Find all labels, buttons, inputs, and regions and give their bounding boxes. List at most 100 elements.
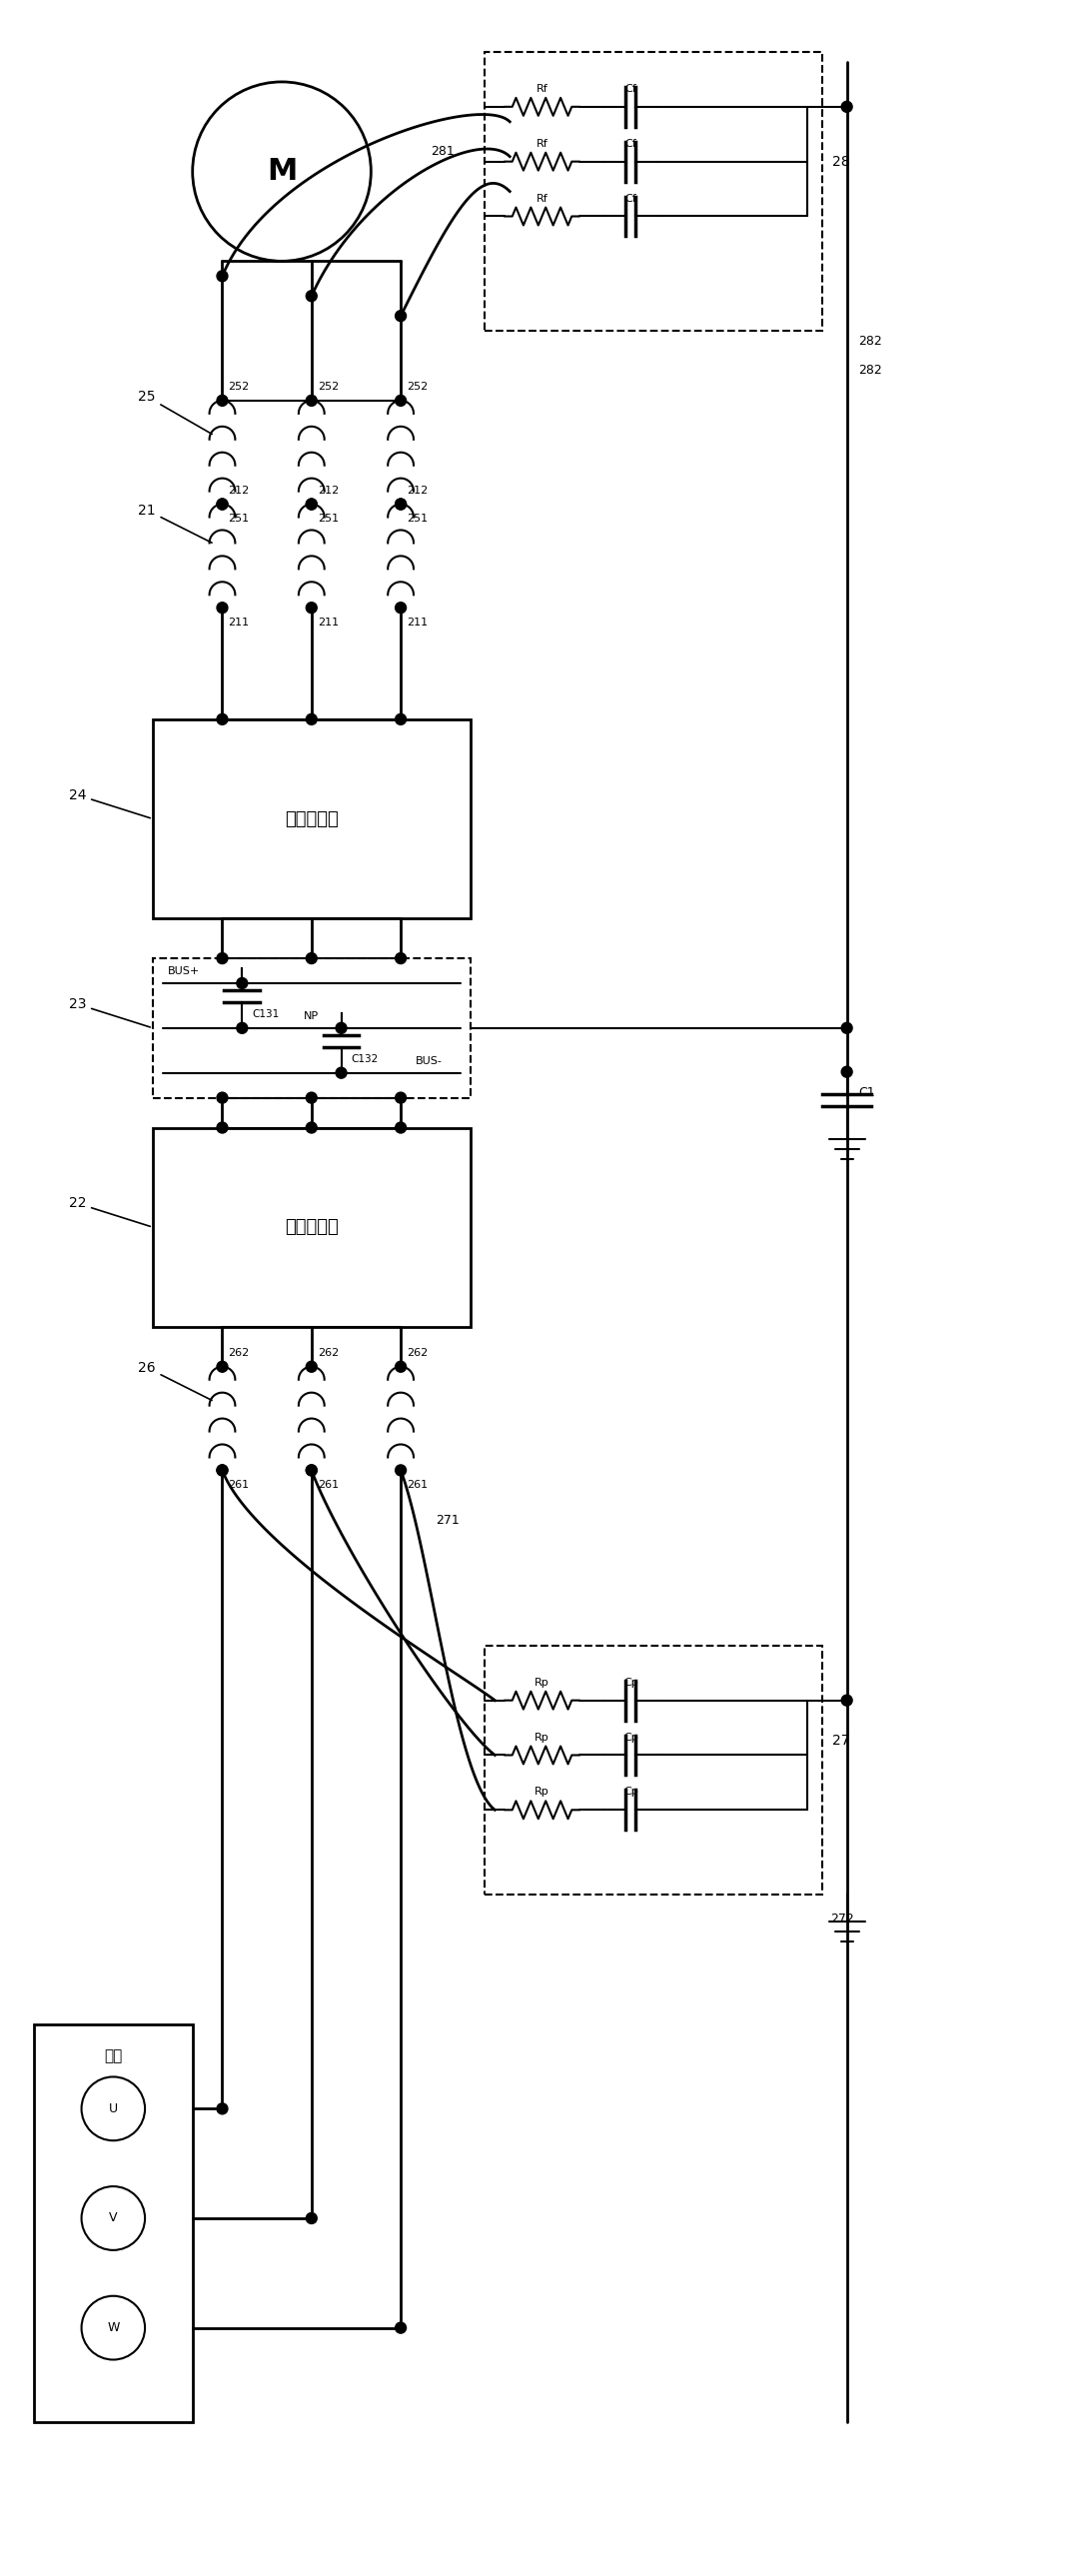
Circle shape <box>396 312 406 322</box>
Circle shape <box>217 2102 228 2115</box>
Text: Rf: Rf <box>537 139 547 149</box>
Circle shape <box>217 603 228 613</box>
Text: 262: 262 <box>406 1347 428 1358</box>
Text: 电网: 电网 <box>104 2048 122 2063</box>
Text: 282: 282 <box>859 335 882 348</box>
Circle shape <box>306 1092 317 1103</box>
Text: 22: 22 <box>68 1195 151 1226</box>
Text: 26: 26 <box>138 1360 211 1401</box>
Circle shape <box>306 500 317 510</box>
Text: 261: 261 <box>318 1481 338 1489</box>
Bar <box>485 52 822 330</box>
Bar <box>485 1646 822 1893</box>
Text: 252: 252 <box>318 381 338 392</box>
Bar <box>153 1128 470 1327</box>
Circle shape <box>217 394 228 407</box>
Circle shape <box>217 953 228 963</box>
Text: Cp: Cp <box>623 1677 638 1687</box>
Circle shape <box>396 603 406 613</box>
Circle shape <box>217 1092 228 1103</box>
Text: W: W <box>107 2321 119 2334</box>
Text: Rf: Rf <box>537 193 547 204</box>
Text: 212: 212 <box>406 484 428 495</box>
Text: 252: 252 <box>406 381 428 392</box>
Circle shape <box>306 500 317 510</box>
Circle shape <box>306 2213 317 2223</box>
Text: 机侧变换器: 机侧变换器 <box>285 809 338 827</box>
Text: Cf: Cf <box>624 193 636 204</box>
Text: 271: 271 <box>436 1515 460 1528</box>
Text: Rf: Rf <box>537 85 547 93</box>
Text: 211: 211 <box>406 618 428 629</box>
Circle shape <box>217 500 228 510</box>
Circle shape <box>306 603 317 613</box>
Circle shape <box>396 714 406 724</box>
Circle shape <box>306 1466 317 1476</box>
Bar <box>153 719 470 920</box>
Circle shape <box>217 1360 228 1373</box>
Bar <box>153 958 470 1097</box>
Text: 261: 261 <box>406 1481 428 1489</box>
Circle shape <box>236 1023 247 1033</box>
Circle shape <box>396 1466 406 1476</box>
Text: 24: 24 <box>68 788 151 819</box>
Text: 251: 251 <box>318 515 338 523</box>
Text: C131: C131 <box>251 1010 280 1020</box>
Text: 251: 251 <box>229 515 249 523</box>
Circle shape <box>396 953 406 963</box>
Circle shape <box>217 500 228 510</box>
Circle shape <box>841 100 852 113</box>
Text: Cp: Cp <box>623 1788 638 1798</box>
Circle shape <box>841 1066 852 1077</box>
Circle shape <box>336 1023 347 1033</box>
Text: Cf: Cf <box>624 139 636 149</box>
Text: Rp: Rp <box>534 1788 550 1798</box>
Circle shape <box>306 1360 317 1373</box>
Circle shape <box>217 1466 228 1476</box>
Text: U: U <box>108 2102 118 2115</box>
Text: V: V <box>109 2213 117 2226</box>
Text: Cp: Cp <box>623 1731 638 1741</box>
Bar <box>34 2025 193 2421</box>
Text: 282: 282 <box>859 363 882 376</box>
Circle shape <box>236 979 247 989</box>
Text: 212: 212 <box>318 484 338 495</box>
Circle shape <box>396 500 406 510</box>
Circle shape <box>841 1023 852 1033</box>
Text: 212: 212 <box>229 484 249 495</box>
Text: Cf: Cf <box>624 85 636 93</box>
Text: 网侧变换器: 网侧变换器 <box>285 1218 338 1236</box>
Circle shape <box>396 1360 406 1373</box>
Circle shape <box>306 953 317 963</box>
Text: 281: 281 <box>430 144 454 157</box>
Text: 272: 272 <box>830 1914 854 1927</box>
Circle shape <box>306 1123 317 1133</box>
Circle shape <box>396 394 406 407</box>
Text: 27: 27 <box>833 1734 850 1747</box>
Text: 262: 262 <box>318 1347 338 1358</box>
Circle shape <box>336 1066 347 1079</box>
Circle shape <box>396 500 406 510</box>
Text: 211: 211 <box>318 618 338 629</box>
Circle shape <box>306 714 317 724</box>
Text: 25: 25 <box>138 389 212 433</box>
Text: 252: 252 <box>229 381 249 392</box>
Text: 261: 261 <box>229 1481 249 1489</box>
Circle shape <box>396 1092 406 1103</box>
Circle shape <box>841 1695 852 1705</box>
Circle shape <box>217 270 228 281</box>
Circle shape <box>306 1466 317 1476</box>
Text: 28: 28 <box>833 155 850 167</box>
Text: 21: 21 <box>138 502 211 544</box>
Text: 262: 262 <box>229 1347 249 1358</box>
Text: BUS-: BUS- <box>415 1056 442 1066</box>
Text: 251: 251 <box>406 515 428 523</box>
Text: NP: NP <box>304 1012 319 1020</box>
Circle shape <box>217 1466 228 1476</box>
Text: M: M <box>267 157 297 185</box>
Text: 211: 211 <box>229 618 249 629</box>
Circle shape <box>306 394 317 407</box>
Circle shape <box>306 291 317 301</box>
Text: Rp: Rp <box>534 1677 550 1687</box>
Text: 23: 23 <box>68 997 151 1028</box>
